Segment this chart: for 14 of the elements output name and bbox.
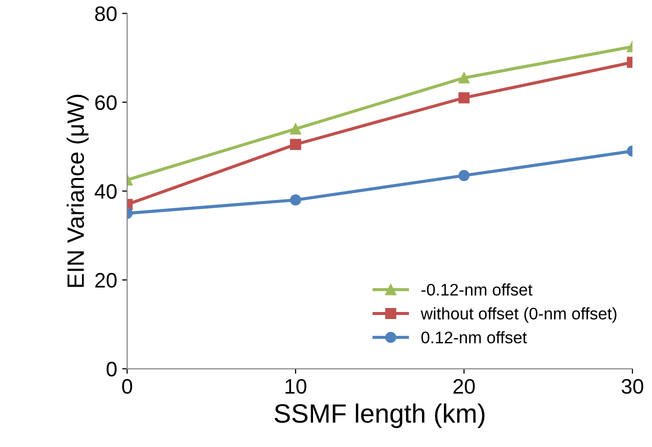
x-tick-label: 0	[122, 379, 132, 394]
x-axis-title: SSMF length (km)	[274, 403, 484, 428]
x-tick-label: 10	[286, 379, 306, 394]
legend-label: 0.12-nm offset	[421, 331, 527, 344]
legend-label: without offset (0-nm offset)	[420, 307, 616, 323]
y-tick-label: 20	[95, 272, 117, 288]
y-tick-label: 40	[94, 184, 117, 199]
x-tick-label: 30	[622, 379, 644, 394]
x-tick-label: 20	[453, 379, 475, 394]
y-axis-title: EIN Variance (μW)	[66, 94, 89, 287]
legend-label: -0.12-nm offset	[421, 283, 532, 296]
y-tick-label: 0	[106, 362, 117, 377]
y-tick-label: 60	[95, 95, 117, 110]
y-tick-label: 80	[95, 6, 117, 22]
